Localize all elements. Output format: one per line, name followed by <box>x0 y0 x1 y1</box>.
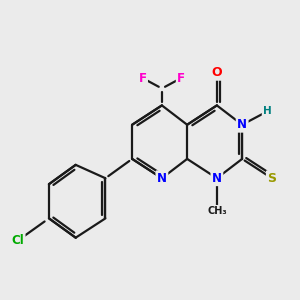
Text: H: H <box>263 106 272 116</box>
Text: O: O <box>212 66 222 79</box>
Text: F: F <box>177 72 185 85</box>
Text: Cl: Cl <box>11 234 24 247</box>
Text: F: F <box>139 72 147 85</box>
Text: N: N <box>237 118 247 131</box>
Text: S: S <box>267 172 276 185</box>
Text: N: N <box>212 172 222 185</box>
Text: N: N <box>157 172 167 185</box>
Text: CH₃: CH₃ <box>207 206 227 216</box>
